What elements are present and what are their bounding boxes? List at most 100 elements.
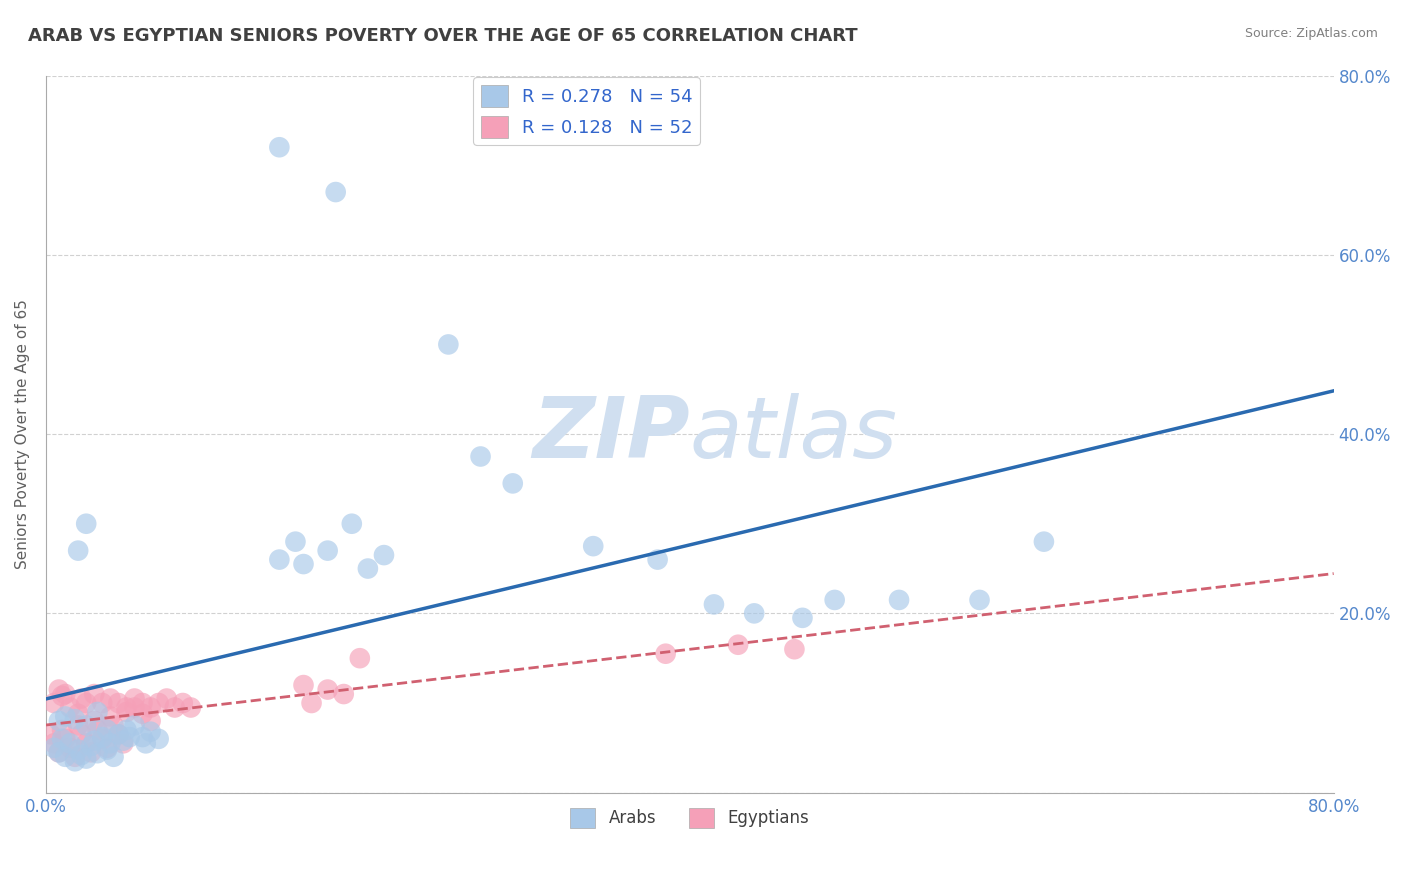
Point [48, 745, 70, 759]
Point [292, 678, 315, 692]
Text: atlas: atlas [690, 392, 898, 475]
Point [1032, 534, 1054, 549]
Point [115, 705, 138, 719]
Point [824, 593, 846, 607]
Point [83, 687, 105, 701]
Point [647, 552, 669, 566]
Point [51, 689, 73, 703]
Point [91, 696, 114, 710]
Point [75, 736, 97, 750]
Point [887, 593, 910, 607]
Point [70, 747, 93, 762]
Point [98, 691, 121, 706]
Point [75, 751, 97, 765]
Point [180, 700, 202, 714]
Point [332, 687, 354, 701]
Point [118, 730, 141, 744]
Point [86, 746, 108, 760]
Point [63, 712, 86, 726]
Point [80, 745, 103, 759]
Point [316, 682, 339, 697]
Point [502, 476, 524, 491]
Point [67, 718, 90, 732]
Text: ARAB VS EGYPTIAN SENIORS POVERTY OVER THE AGE OF 65 CORRELATION CHART: ARAB VS EGYPTIAN SENIORS POVERTY OVER TH… [28, 27, 858, 45]
Point [742, 607, 765, 621]
Point [42, 696, 65, 710]
Point [470, 450, 492, 464]
Point [148, 731, 170, 746]
Point [325, 185, 347, 199]
Point [59, 736, 82, 750]
Point [156, 691, 179, 706]
Point [316, 543, 339, 558]
Point [51, 723, 73, 737]
Point [107, 696, 129, 710]
Point [131, 696, 153, 710]
Point [91, 731, 114, 746]
Point [103, 718, 125, 732]
Point [48, 682, 70, 697]
Point [98, 709, 121, 723]
Point [51, 731, 73, 746]
Point [91, 730, 114, 744]
Point [112, 733, 135, 747]
Point [53, 731, 76, 746]
Point [70, 727, 93, 741]
Point [727, 638, 749, 652]
Point [67, 543, 90, 558]
Point [124, 718, 146, 732]
Point [139, 700, 162, 714]
Point [115, 700, 138, 714]
Point [63, 754, 86, 768]
Point [269, 552, 291, 566]
Point [131, 706, 153, 721]
Point [292, 557, 315, 571]
Legend: Arabs, Egyptians: Arabs, Egyptians [564, 801, 815, 835]
Point [63, 749, 86, 764]
Point [131, 730, 153, 744]
Point [792, 611, 814, 625]
Point [39, 727, 62, 741]
Point [98, 736, 121, 750]
Point [139, 724, 162, 739]
Point [124, 700, 146, 714]
Point [284, 534, 307, 549]
Point [96, 740, 118, 755]
Point [269, 140, 291, 154]
Point [124, 691, 146, 706]
Point [70, 691, 93, 706]
Point [373, 548, 395, 562]
Point [654, 647, 676, 661]
Point [148, 696, 170, 710]
Point [349, 651, 371, 665]
Y-axis label: Seniors Poverty Over the Age of 65: Seniors Poverty Over the Age of 65 [15, 299, 30, 569]
Point [86, 723, 108, 737]
Point [112, 736, 135, 750]
Point [783, 642, 806, 657]
Point [42, 736, 65, 750]
Point [115, 723, 138, 737]
Point [53, 709, 76, 723]
Point [83, 733, 105, 747]
Point [172, 696, 194, 710]
Point [53, 749, 76, 764]
Point [139, 714, 162, 728]
Point [67, 742, 90, 756]
Text: ZIP: ZIP [533, 392, 690, 475]
Point [48, 714, 70, 728]
Point [437, 337, 460, 351]
Point [135, 736, 157, 750]
Point [357, 561, 380, 575]
Point [67, 706, 90, 721]
Point [48, 745, 70, 759]
Text: Source: ZipAtlas.com: Source: ZipAtlas.com [1244, 27, 1378, 40]
Point [582, 539, 605, 553]
Point [163, 700, 186, 714]
Point [301, 696, 323, 710]
Point [75, 718, 97, 732]
Point [96, 723, 118, 737]
Point [703, 598, 725, 612]
Point [86, 705, 108, 719]
Point [107, 727, 129, 741]
Point [42, 740, 65, 755]
